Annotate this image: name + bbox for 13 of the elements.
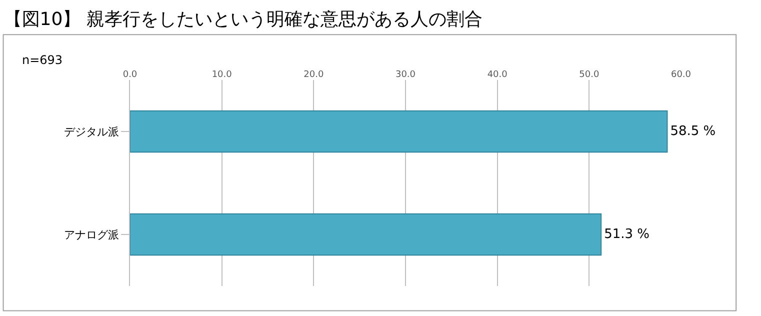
data-label: 58.5 %: [670, 124, 716, 139]
text: n=693: [22, 53, 63, 67]
x-tick-label: 40.0: [487, 70, 508, 80]
x-tick-label: 50.0: [579, 70, 600, 80]
y-tick-label: アナログ派: [64, 228, 119, 242]
x-tick-label: 30.0: [395, 70, 416, 80]
y-tick-label: デジタル派: [64, 125, 119, 138]
x-tick-label: 60.0: [670, 70, 692, 80]
x-tick-label: 0.0: [122, 70, 138, 80]
data-label: 51.3 %: [604, 227, 650, 242]
x-tick-label: 10.0: [212, 70, 232, 80]
chart-title: 【図10】 親孝行をしたいという明確な意思がある人の割合: [4, 9, 482, 30]
x-tick-label: 20.0: [304, 70, 324, 80]
